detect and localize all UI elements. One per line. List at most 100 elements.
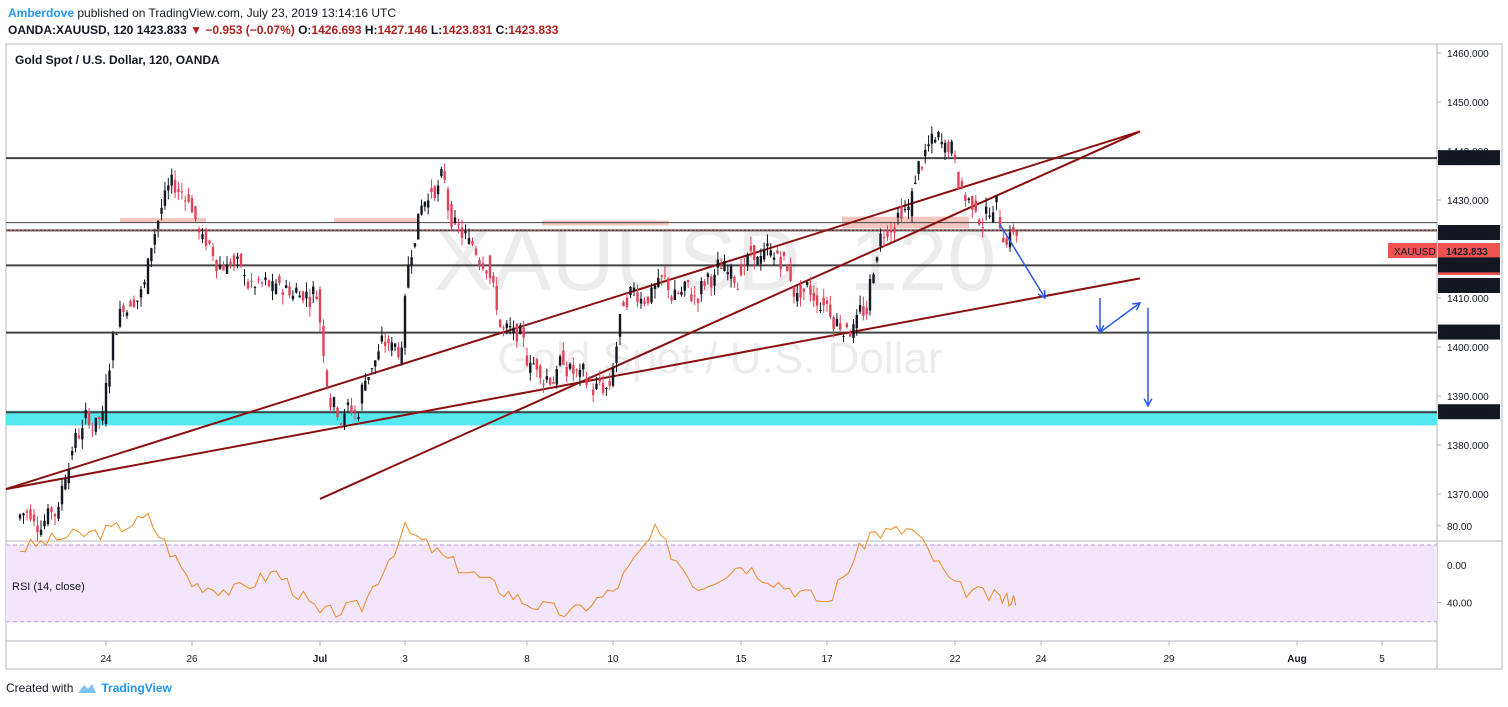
author-link[interactable]: Amberdove bbox=[8, 6, 75, 20]
candle-body bbox=[900, 206, 903, 219]
candle-body bbox=[646, 296, 650, 304]
candle-body bbox=[53, 513, 57, 517]
candle-body bbox=[370, 368, 374, 370]
candle-body bbox=[769, 250, 772, 256]
candle-body bbox=[575, 369, 578, 371]
price-tick-label: 1450.000 bbox=[1447, 98, 1489, 109]
candle-body bbox=[50, 507, 53, 512]
candle-body bbox=[832, 317, 835, 330]
candle-body bbox=[920, 167, 924, 169]
candle-body bbox=[759, 255, 763, 264]
candle-body bbox=[525, 355, 529, 366]
candle-body bbox=[1015, 231, 1018, 237]
candle-body bbox=[988, 215, 991, 217]
candle-body bbox=[683, 281, 686, 291]
price-label-box bbox=[1438, 324, 1500, 340]
trendline bbox=[5, 130, 1141, 491]
rsi-line bbox=[19, 512, 1017, 618]
candle-body bbox=[532, 363, 535, 365]
candle-body bbox=[312, 286, 315, 295]
candle-body bbox=[508, 326, 512, 328]
tradingview-link[interactable]: TradingView bbox=[101, 681, 172, 695]
price-label-box bbox=[1438, 257, 1500, 273]
candle-body bbox=[488, 255, 492, 279]
time-tick-label: Jul bbox=[313, 654, 328, 665]
candle-body bbox=[585, 377, 588, 385]
price-label-box bbox=[1438, 150, 1500, 166]
candle-body bbox=[426, 200, 430, 208]
candle-body bbox=[950, 141, 953, 154]
candle-body bbox=[284, 285, 288, 288]
candle-body bbox=[749, 245, 753, 251]
candle-body bbox=[522, 327, 525, 338]
candle-body bbox=[417, 213, 420, 240]
high-value: 1427.146 bbox=[377, 23, 428, 37]
candle-body bbox=[84, 409, 87, 419]
resistance-zone bbox=[334, 218, 419, 224]
chart-title: Gold Spot / U.S. Dollar, 120, OANDA bbox=[15, 53, 220, 67]
candle-body bbox=[443, 171, 446, 180]
candle-body bbox=[281, 292, 284, 295]
candle-body bbox=[350, 405, 353, 413]
candle-body bbox=[436, 185, 440, 195]
candle-body bbox=[663, 275, 667, 277]
candle-body bbox=[433, 186, 436, 198]
candle-body bbox=[478, 259, 481, 266]
candle-body bbox=[407, 264, 410, 288]
time-tick-label: 15 bbox=[735, 654, 747, 665]
candle-body bbox=[325, 370, 329, 387]
candle-body bbox=[208, 240, 211, 244]
price-tick-label: 1430.000 bbox=[1447, 196, 1489, 207]
price-tick-label: 1460.000 bbox=[1447, 49, 1489, 60]
candle-body bbox=[413, 243, 417, 247]
price-label-box bbox=[1438, 243, 1500, 258]
projection-arrow bbox=[999, 224, 1046, 299]
candle-body bbox=[588, 379, 592, 381]
candle-body bbox=[539, 365, 542, 379]
candle-body bbox=[872, 274, 875, 284]
candle-body bbox=[420, 205, 423, 215]
candle-body bbox=[578, 369, 582, 377]
candle-body bbox=[77, 435, 81, 439]
candle-body bbox=[608, 380, 611, 386]
candle-body bbox=[308, 297, 312, 308]
candle-body bbox=[796, 293, 799, 302]
rsi-pane bbox=[6, 512, 1437, 623]
candle-body bbox=[933, 139, 937, 143]
candle-body bbox=[125, 312, 129, 316]
candle-body bbox=[222, 265, 225, 271]
candle-body bbox=[868, 278, 872, 311]
time-tick-label: 17 bbox=[821, 654, 833, 665]
candle-body bbox=[271, 281, 274, 292]
price-label-text: 1423.791 bbox=[1446, 282, 1488, 293]
candle-body bbox=[167, 185, 170, 191]
candle-body bbox=[568, 363, 572, 369]
candle-body bbox=[288, 286, 291, 296]
candle-body bbox=[29, 509, 32, 520]
candle-body bbox=[802, 288, 806, 292]
candle-body bbox=[893, 227, 896, 233]
rsi-tick-label: 40.00 bbox=[1447, 599, 1472, 610]
candle-body bbox=[953, 154, 957, 160]
candle-body bbox=[984, 206, 988, 214]
chart-frame bbox=[5, 43, 1503, 670]
candle-body bbox=[601, 383, 605, 393]
trendlines bbox=[5, 130, 1141, 500]
candle-body bbox=[94, 417, 98, 432]
time-tick-label: Aug bbox=[1287, 654, 1306, 665]
candle-body bbox=[753, 245, 756, 261]
candle-body bbox=[253, 287, 257, 289]
rsi-zero-label: 0.00 bbox=[1447, 561, 1467, 572]
price-tick-label: 1390.000 bbox=[1447, 392, 1489, 403]
candle-body bbox=[598, 378, 601, 382]
candle-body bbox=[736, 289, 739, 291]
candle-body bbox=[481, 263, 485, 270]
candle-body bbox=[346, 402, 350, 406]
symbol-tag-box bbox=[1388, 243, 1437, 258]
candle-body bbox=[786, 265, 789, 271]
candle-body bbox=[457, 224, 460, 226]
candle-body bbox=[591, 389, 595, 396]
price-tick-label: 1410.000 bbox=[1447, 294, 1489, 305]
candle-body bbox=[690, 294, 693, 302]
